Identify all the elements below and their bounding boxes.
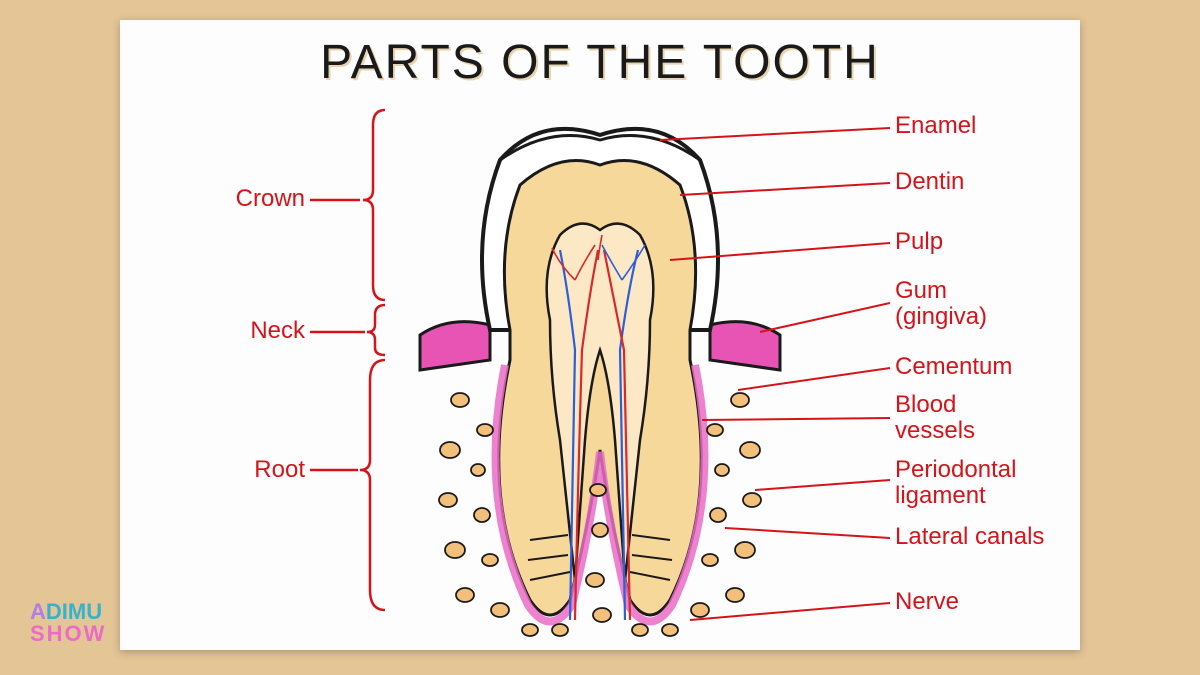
label-enamel: Enamel — [895, 112, 976, 140]
logo-line1: ADIMU — [30, 601, 106, 623]
left-leaders — [310, 200, 365, 470]
label-crown: Crown — [236, 185, 305, 213]
section-brackets — [360, 110, 385, 610]
label-pulp: Pulp — [895, 228, 943, 256]
label-dentin: Dentin — [895, 168, 964, 196]
label-cementum: Cementum — [895, 353, 1012, 381]
label-periodontal: Periodontalligament — [895, 457, 1016, 510]
tooth-diagram — [400, 100, 800, 640]
label-blood: Bloodvessels — [895, 392, 975, 445]
diagram-title: PARTS OF THE TOOTH — [320, 35, 880, 90]
label-gum: Gum(gingiva) — [895, 278, 987, 331]
label-root: Root — [254, 456, 305, 484]
watermark-logo: ADIMU SHOW — [30, 601, 106, 645]
paper-sheet: PARTS OF THE TOOTH — [120, 20, 1080, 650]
label-nerve: Nerve — [895, 588, 959, 616]
label-neck: Neck — [250, 317, 305, 345]
label-lateral: Lateral canals — [895, 523, 1044, 551]
logo-line2: SHOW — [30, 623, 106, 645]
